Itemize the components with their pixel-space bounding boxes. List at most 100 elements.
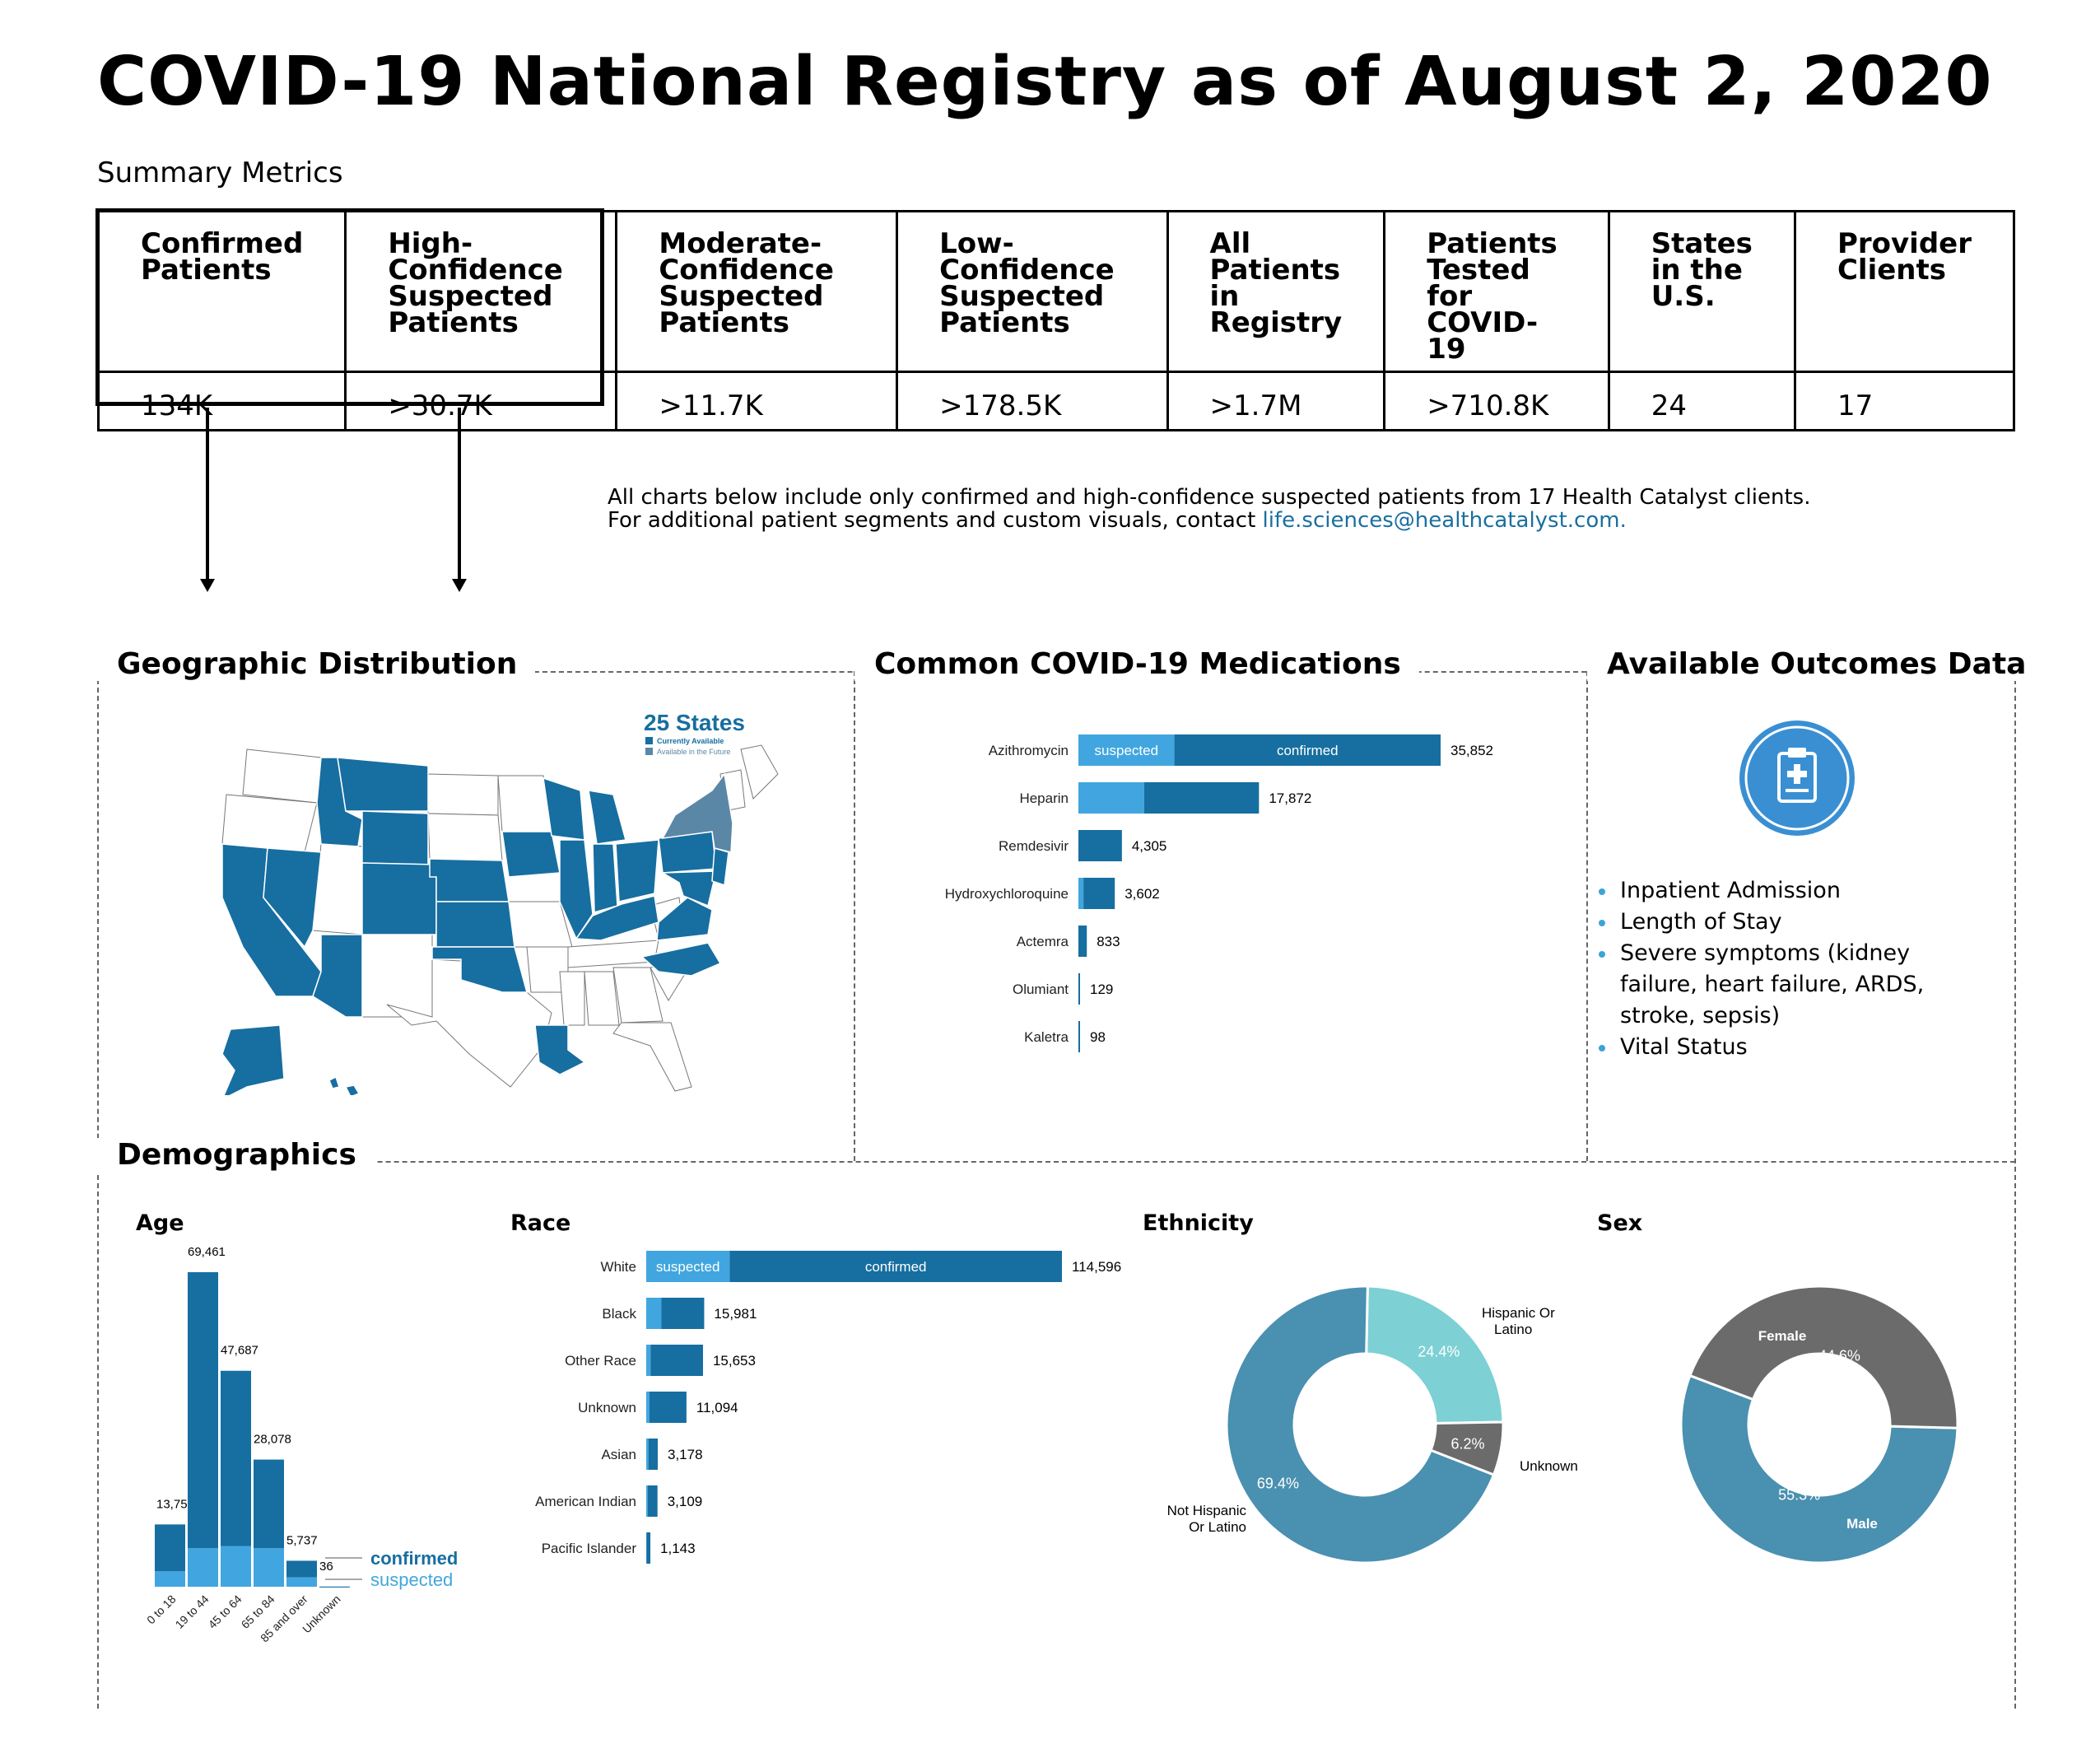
bar-suspected-hydroxychloroquine [1078, 878, 1084, 909]
state-me [740, 744, 779, 800]
bar-suspected-azithromycin [1078, 734, 1175, 766]
state-al [584, 971, 620, 1026]
state-hi [328, 1075, 361, 1095]
age-bar-suspected [221, 1546, 251, 1587]
bar-suspected-heparin [1078, 782, 1144, 814]
sex-label-female: Female [1758, 1328, 1807, 1344]
category-label-azithromycin: Azithromycin [989, 743, 1069, 758]
value-label-hydroxychloroquine: 3,602 [1125, 886, 1160, 902]
state-mn [497, 775, 552, 832]
state-oh [615, 839, 659, 902]
state-mi [588, 790, 626, 845]
state-co [361, 862, 437, 935]
age-value-label: 28,078 [254, 1433, 291, 1447]
metric-header-confirmed: Confirmed Patients [96, 210, 347, 373]
category-label-heparin: Heparin [1019, 790, 1069, 806]
age-bar-confirmed [155, 1524, 185, 1572]
age-bar-suspected [254, 1548, 284, 1587]
outcomes-list: Inpatient Admission Length of Stay Sever… [1597, 875, 1982, 1063]
category-label-black: Black [602, 1306, 636, 1322]
bar-confirmed-black [661, 1298, 705, 1329]
state-wa [242, 748, 322, 804]
bar-confirmed-hydroxychloroquine [1083, 878, 1115, 909]
state-or [221, 794, 318, 853]
ethnicity-label-unknown: Unknown [1520, 1458, 1578, 1474]
bar-confirmed-unknown [649, 1392, 687, 1423]
value-label-kaletra: 98 [1090, 1029, 1106, 1045]
donut-slice-male [1688, 1285, 1959, 1429]
category-label-pacific-islander: Pacific Islander [542, 1541, 637, 1556]
state-sd [427, 813, 503, 861]
age-bar-confirmed [188, 1272, 218, 1549]
donut-slice-hispanic-or-latino [1365, 1285, 1505, 1425]
age-bar-confirmed [221, 1370, 251, 1546]
value-label-pacific-islander: 1,143 [660, 1541, 696, 1556]
frame-left-border [97, 671, 99, 1709]
metric-value-all-patients: >1.7M [1166, 371, 1386, 431]
summary-metrics-label: Summary Metrics [97, 156, 343, 189]
donut-slice-not-hispanic-or-latino [1225, 1285, 1496, 1564]
donut-slice-female [1679, 1373, 1959, 1564]
age-tick-label: 45 to 64 [206, 1592, 244, 1631]
metric-header-states: States in the U.S. [1607, 210, 1796, 373]
arrow-head-confirmed-icon [200, 579, 215, 592]
bar-confirmed-asian [648, 1439, 659, 1470]
bar-confirmed-remdesivir [1078, 830, 1122, 861]
bar-confirmed-olumiant [1078, 973, 1080, 1005]
category-label-unknown: Unknown [578, 1400, 636, 1415]
state-md-de [660, 870, 717, 907]
metric-header-low-confidence: Low-Confidence Suspected Patients [896, 210, 1169, 373]
metric-value-patients-tested: >710.8K [1383, 371, 1610, 431]
section-title-medications: Common COVID-19 Medications [854, 647, 1419, 681]
bar-suspected-unknown [646, 1392, 650, 1423]
metric-header-patients-tested: Patients Tested for COVID-19 [1383, 210, 1610, 373]
arrow-head-suspected-icon [452, 579, 467, 592]
age-bar-suspected [155, 1571, 185, 1587]
metric-header-provider-clients: Provider Clients [1793, 210, 2016, 373]
us-map: 25 States Currently Available Available … [221, 710, 779, 1095]
state-nc [640, 942, 722, 977]
bar-confirmed-american-indian [647, 1485, 658, 1517]
metric-value-moderate-confidence: >11.7K [615, 371, 899, 431]
race-title: Race [510, 1210, 571, 1236]
age-value-label: 47,687 [221, 1344, 258, 1358]
value-label-white: 114,596 [1072, 1259, 1121, 1275]
bar-confirmed-other-race [650, 1345, 703, 1376]
value-label-heparin: 17,872 [1269, 790, 1311, 806]
metric-value-low-confidence: >178.5K [896, 371, 1169, 431]
state-nj [711, 847, 729, 887]
bar-label-confirmed: confirmed [865, 1259, 927, 1275]
state-wy [361, 810, 429, 865]
outcome-item: Length of Stay [1597, 907, 1982, 938]
sex-label-male: Male [1846, 1516, 1878, 1532]
value-label-other-race: 15,653 [713, 1353, 756, 1369]
value-label-american-indian: 3,109 [668, 1494, 703, 1509]
age-tick-label: 19 to 44 [173, 1592, 212, 1631]
category-label-kaletra: Kaletra [1024, 1029, 1069, 1045]
state-ms [559, 971, 585, 1026]
contact-email-link[interactable]: life.sciences@healthcatalyst.com. [1262, 508, 1627, 533]
value-label-black: 15,981 [714, 1306, 757, 1322]
metric-value-provider-clients: 17 [1793, 371, 2016, 431]
charts-note: All charts below include only confirmed … [608, 486, 1842, 532]
ethnicity-label-hispanic-2: Latino [1494, 1322, 1532, 1337]
metric-header-high-confidence: High-Confidence Suspected Patients [344, 210, 618, 373]
bar-suspected-white [646, 1251, 730, 1282]
frame-divider-1 [854, 671, 855, 1161]
bar-confirmed-white [729, 1251, 1062, 1282]
frame-divider-2 [1586, 671, 1588, 1161]
clipboard-medical-icon [1739, 720, 1855, 836]
bar-confirmed-pacific-islander [646, 1532, 651, 1564]
state-ok [431, 946, 528, 993]
sex-chart: 55.3% 44.6% Female Male [1679, 1285, 1959, 1564]
sex-title: Sex [1597, 1210, 1643, 1236]
frame-middle-border [97, 1161, 2015, 1163]
state-nm [361, 934, 433, 1018]
bar-label-suspected: suspected [656, 1259, 720, 1275]
metric-value-states: 24 [1607, 371, 1796, 431]
value-label-actemra: 833 [1097, 934, 1120, 949]
ethnicity-label-hispanic: Hispanic Or [1482, 1305, 1555, 1321]
race-chart: White 114,596 suspected confirmed Black 15,98… [535, 1251, 1121, 1564]
